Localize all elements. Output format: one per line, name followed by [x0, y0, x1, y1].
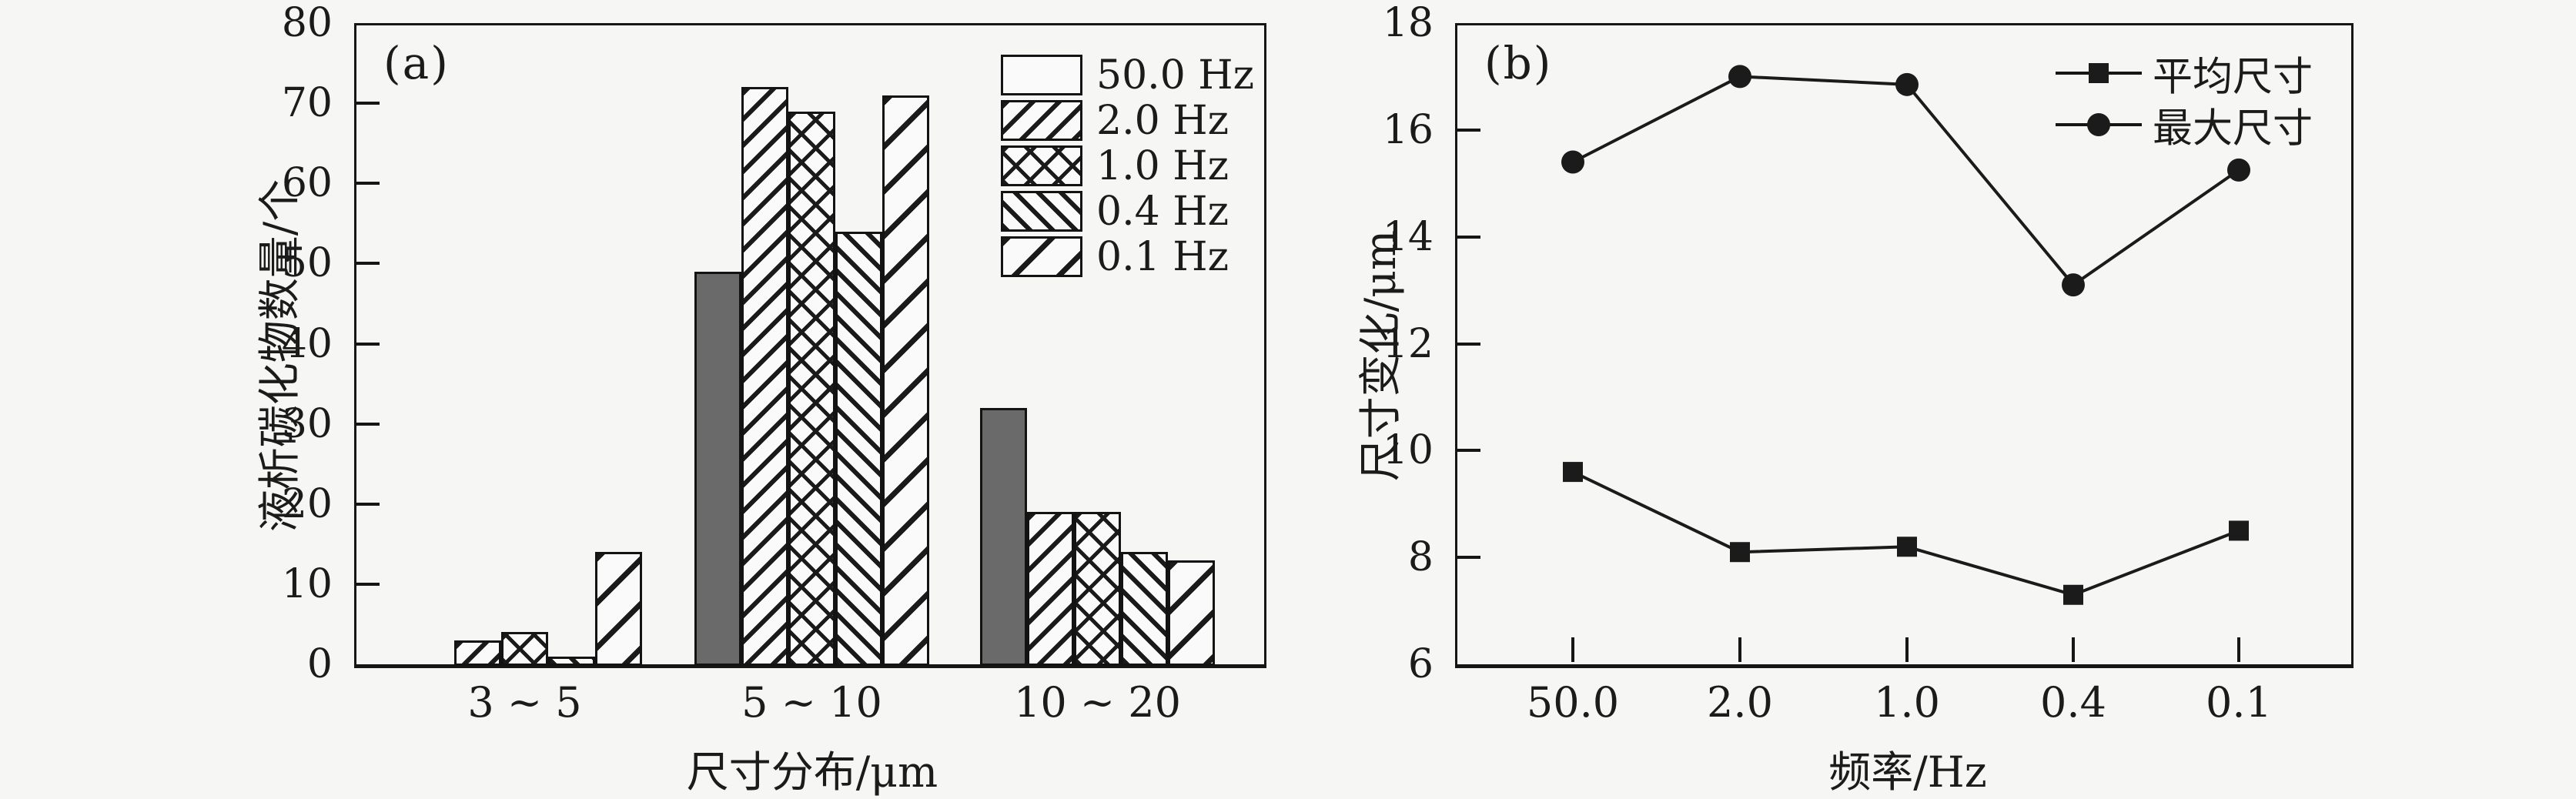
data-point-square [2229, 520, 2249, 541]
y-tick-label: 30 [281, 400, 333, 447]
x-tick-mark [1571, 637, 1574, 662]
bar-0.1Hz-10~20 [1168, 560, 1215, 666]
y-tick-label: 8 [1407, 534, 1434, 581]
y-tick-mark [356, 422, 380, 426]
legend-swatch-hatch-forward [1001, 100, 1082, 141]
y-tick-mark [1457, 128, 1480, 132]
x-tick-mark [2072, 637, 2075, 662]
y-tick-mark [1457, 235, 1480, 239]
bar-0.1Hz-5~10 [882, 95, 929, 666]
series-line-circle [1572, 75, 2240, 287]
bar-0.1Hz-3~5 [595, 552, 642, 666]
y-tick-label: 10 [281, 560, 333, 607]
y-tick-label: 6 [1407, 641, 1434, 687]
legend-label: 平均尺寸 [2153, 54, 2313, 101]
category-label: 5 ~ 10 [741, 678, 882, 727]
data-point-circle [1561, 150, 1584, 174]
x-tick-label: 1.0 [1874, 678, 1940, 727]
legend-swatch-hatch-cross [1001, 145, 1082, 186]
chart-b-plot-area [1455, 23, 2354, 668]
bar-2.0Hz-3~5 [454, 640, 501, 666]
y-tick-label: 80 [281, 0, 333, 46]
category-label: 10 ~ 20 [1013, 678, 1182, 727]
data-point-square [1897, 537, 1917, 557]
y-tick-mark [356, 502, 380, 506]
y-tick-label: 10 [1382, 427, 1434, 474]
data-point-circle [2062, 273, 2085, 297]
bar-50.0Hz-10~20 [980, 407, 1027, 666]
legend-label: 最大尺寸 [2153, 105, 2313, 152]
x-tick-label: 2.0 [1707, 678, 1773, 727]
legend-swatch-solid-gray [1001, 55, 1082, 95]
legend-label: 0.1 Hz [1096, 234, 1229, 280]
legend-label: 0.4 Hz [1096, 189, 1229, 235]
legend-swatch-hatch-forward-wide [1001, 236, 1082, 277]
bar-2.0Hz-10~20 [1027, 512, 1074, 666]
data-point-square [2063, 584, 2083, 605]
x-tick-mark [2237, 637, 2240, 662]
chart-a-panel-label: (a) [383, 37, 450, 89]
bar-1.0Hz-3~5 [501, 632, 548, 666]
y-tick-mark [356, 582, 380, 586]
bar-0.4Hz-3~5 [548, 656, 595, 666]
x-tick-label: 50.0 [1526, 678, 1620, 727]
y-tick-label: 16 [1382, 106, 1434, 153]
chart-b-panel-label: (b) [1484, 37, 1553, 89]
y-tick-mark [1457, 342, 1480, 346]
y-tick-mark [356, 342, 380, 346]
bar-1.0Hz-10~20 [1074, 512, 1121, 666]
category-label: 3 ~ 5 [467, 678, 582, 727]
x-tick-label: 0.1 [2206, 678, 2272, 727]
data-point-circle [1895, 72, 1919, 96]
bar-50.0Hz-5~10 [694, 271, 741, 666]
legend-marker-circle [2087, 113, 2110, 136]
series-line-square [1572, 470, 2240, 597]
y-tick-label: 18 [1382, 0, 1434, 46]
data-point-circle [1728, 65, 1751, 89]
x-tick-mark [1905, 637, 1909, 662]
chart-a-plot-area [354, 23, 1266, 668]
chart-b-x-axis-title: 频率/Hz [1828, 747, 1987, 797]
y-tick-mark [1457, 449, 1480, 453]
y-tick-label: 14 [1382, 213, 1434, 260]
y-tick-mark [1457, 556, 1480, 560]
x-tick-mark [1738, 637, 1741, 662]
y-tick-label: 12 [1382, 320, 1434, 367]
y-tick-label: 0 [306, 641, 333, 687]
legend-marker-square [2089, 63, 2109, 83]
bar-0.4Hz-10~20 [1121, 552, 1168, 666]
data-point-square [1563, 462, 1583, 483]
bar-2.0Hz-5~10 [741, 87, 788, 666]
data-point-circle [2227, 158, 2250, 182]
chart-a-x-axis-title: 尺寸分布/μm [686, 747, 938, 797]
y-tick-mark [356, 182, 380, 186]
legend-label: 2.0 Hz [1096, 98, 1229, 144]
y-tick-label: 20 [281, 480, 333, 527]
y-tick-label: 50 [281, 240, 333, 287]
legend-label: 1.0 Hz [1096, 143, 1229, 189]
y-tick-label: 40 [281, 320, 333, 367]
y-tick-label: 70 [281, 80, 333, 127]
y-tick-mark [356, 262, 380, 266]
legend-swatch-hatch-back [1001, 191, 1082, 232]
legend-label: 50.0 Hz [1096, 52, 1255, 99]
bar-1.0Hz-5~10 [788, 111, 835, 666]
data-point-square [1730, 542, 1750, 563]
bar-0.4Hz-5~10 [835, 231, 882, 666]
y-tick-label: 60 [281, 160, 333, 207]
y-tick-mark [356, 102, 380, 105]
x-tick-label: 0.4 [2040, 678, 2106, 727]
